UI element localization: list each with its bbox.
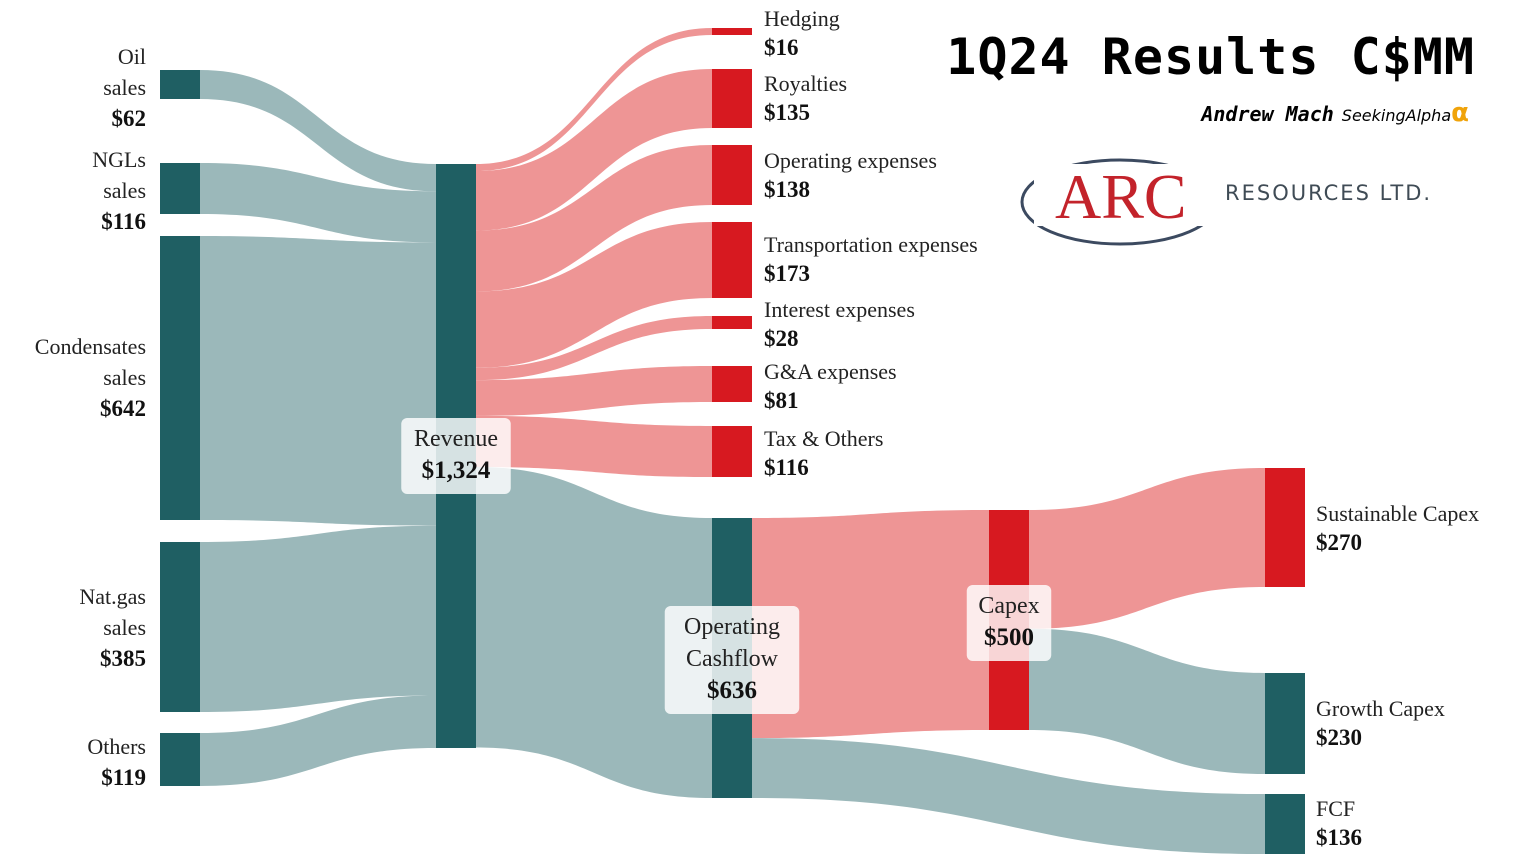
link-rev-to-tax (476, 415, 712, 477)
author-name: Andrew Mach (1201, 102, 1334, 126)
capex-label-box (966, 585, 1052, 661)
others-label-line-1: Others (87, 734, 146, 759)
capex-value-label: $500 (984, 624, 1034, 651)
opex-label-line-1: Operating expenses (764, 148, 937, 173)
node-growth (1265, 673, 1305, 774)
rev-label-line-1: Revenue (414, 426, 498, 452)
node-tax (712, 426, 752, 477)
others-value-label: $119 (101, 765, 146, 790)
gas-value-label: $385 (100, 646, 146, 671)
oil-value-label: $62 (112, 106, 147, 131)
opex-value-label: $138 (764, 177, 810, 202)
link-gas-to-rev (200, 525, 436, 712)
ocf-label-box (664, 606, 800, 714)
ngl-label-line-2: sales (103, 178, 146, 203)
ga-value-label: $81 (764, 388, 799, 413)
link-capex-to-sust (1029, 468, 1265, 629)
node-hedge (712, 28, 752, 35)
link-ngl-to-rev (200, 163, 436, 243)
fcf-label-line-1: FCF (1316, 796, 1355, 821)
node-sust (1265, 468, 1305, 587)
node-fcf (1265, 794, 1305, 854)
node-ga (712, 366, 752, 402)
ocf-label-line-1: Operating (684, 614, 780, 640)
node-others (160, 733, 200, 786)
cond-value-label: $642 (100, 396, 146, 421)
logo-wordmark: ARC (1055, 161, 1187, 232)
sankey-links (200, 28, 1265, 854)
link-ocf-to-fcf (752, 738, 1265, 854)
rev-value-label: $1,324 (422, 457, 491, 484)
hedge-value-label: $16 (764, 35, 799, 60)
node-int (712, 316, 752, 329)
link-ocf-to-capex (752, 510, 989, 739)
ocf-value-label: $636 (707, 677, 757, 704)
link-rev-to-trans (476, 222, 712, 368)
tax-value-label: $116 (764, 455, 809, 480)
sust-value-label: $270 (1316, 530, 1362, 555)
logo-subtitle: RESOURCES LTD. (1225, 181, 1432, 205)
rev-label-box (401, 418, 511, 494)
ngl-label-line-1: NGLs (92, 147, 146, 172)
ocf-label-line-2: Cashflow (686, 646, 779, 672)
link-rev-to-hedge (476, 28, 712, 172)
ga-label-line-1: G&A expenses (764, 359, 897, 384)
ngl-value-label: $116 (101, 209, 146, 234)
link-rev-to-ocf (476, 467, 712, 798)
link-rev-to-ga (476, 366, 712, 416)
link-oil-to-rev (200, 70, 436, 192)
gas-label-line-2: sales (103, 615, 146, 640)
link-cond-to-rev (200, 236, 436, 526)
author-credit: Andrew Mach SeekingAlphaα (1201, 98, 1469, 128)
fcf-value-label: $136 (1316, 825, 1362, 850)
oil-label-line-1: Oil (118, 44, 146, 69)
capex-label-line-1: Capex (978, 593, 1039, 619)
node-cond (160, 236, 200, 520)
hedge-label-line-1: Hedging (764, 6, 840, 31)
gas-label-line-1: Nat.gas (79, 584, 146, 609)
int-value-label: $28 (764, 326, 799, 351)
node-roy (712, 69, 752, 128)
node-oil (160, 70, 200, 99)
link-others-to-rev (200, 695, 436, 786)
site-credit: SeekingAlphaα (1342, 98, 1469, 128)
node-ngl (160, 163, 200, 214)
sust-label-line-1: Sustainable Capex (1316, 501, 1479, 526)
growth-value-label: $230 (1316, 725, 1362, 750)
node-gas (160, 542, 200, 712)
chart-title: 1Q24 Results C$MM (946, 28, 1475, 86)
oil-label-line-2: sales (103, 75, 146, 100)
node-trans (712, 222, 752, 298)
company-logo: ARC RESOURCES LTD. (1020, 158, 1432, 246)
roy-label-line-1: Royalties (764, 71, 847, 96)
trans-value-label: $173 (764, 261, 810, 286)
alpha-icon: α (1451, 98, 1469, 128)
int-label-line-1: Interest expenses (764, 297, 915, 322)
cond-label-line-1: Condensates (35, 334, 146, 359)
cond-label-line-2: sales (103, 365, 146, 390)
link-rev-to-roy (476, 69, 712, 231)
link-capex-to-growth (1029, 628, 1265, 774)
roy-value-label: $135 (764, 100, 810, 125)
tax-label-line-1: Tax & Others (764, 426, 883, 451)
link-rev-to-int (476, 316, 712, 381)
growth-label-line-1: Growth Capex (1316, 696, 1445, 721)
link-rev-to-opex (476, 145, 712, 292)
sankey-labels: Oil sales $62 NGLs sales $116 Condensates sales… (35, 6, 1479, 850)
logo-mask (1034, 164, 1224, 226)
node-opex (712, 145, 752, 205)
site-name: SeekingAlpha (1341, 106, 1452, 125)
trans-label-line-1: Transportation expenses (764, 232, 978, 257)
